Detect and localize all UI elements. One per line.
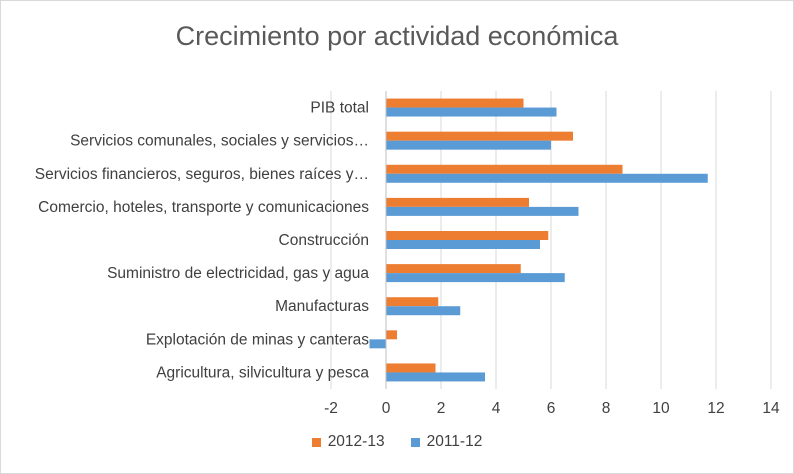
- bar-2011-12-3: [386, 206, 579, 216]
- x-tick-label: 10: [652, 400, 670, 417]
- x-tick-label: 8: [602, 400, 611, 417]
- bar-2012-13-5: [386, 264, 521, 274]
- category-label: Suministro de electricidad, gas y agua: [107, 265, 369, 282]
- bar-2012-13-7: [386, 330, 397, 340]
- x-tick-label: 2: [437, 400, 446, 417]
- bar-2012-13-6: [386, 297, 439, 307]
- category-label: Comercio, hoteles, transporte y comunica…: [38, 199, 369, 216]
- legend-label-2011-12: 2011-12: [426, 433, 483, 450]
- category-label: Agricultura, silvicultura y pesca: [156, 364, 369, 381]
- bar-2011-12-8: [386, 372, 485, 382]
- bar-2012-13-3: [386, 197, 529, 207]
- category-label: Servicios comunales, sociales y servicio…: [70, 133, 369, 150]
- x-tick-label: 4: [492, 400, 501, 417]
- x-tick-label: -2: [324, 400, 338, 417]
- bar-2011-12-7: [369, 339, 386, 349]
- bar-2012-13-8: [386, 363, 436, 373]
- x-tick-label: 12: [707, 400, 724, 417]
- chart-title: Crecimiento por actividad económica: [175, 21, 619, 51]
- x-tick-label: 6: [547, 400, 556, 417]
- x-tick-label: 0: [382, 400, 391, 417]
- category-label: Construcción: [279, 232, 369, 249]
- bar-2012-13-1: [386, 131, 573, 141]
- bar-2012-13-0: [386, 98, 524, 108]
- bar-2011-12-5: [386, 273, 565, 283]
- legend: 2012-13 2011-12: [1, 433, 793, 451]
- x-tick-label: 14: [762, 400, 780, 417]
- legend-item-2011-12: 2011-12: [410, 433, 483, 451]
- bar-2011-12-6: [386, 306, 461, 316]
- category-label: Servicios financieros, seguros, bienes r…: [35, 166, 369, 183]
- bar-2011-12-4: [386, 240, 540, 249]
- bar-2012-13-4: [386, 231, 549, 240]
- bar-2011-12-0: [386, 107, 557, 117]
- bar-2011-12-2: [386, 173, 708, 183]
- legend-swatch-2012-13: [311, 437, 321, 447]
- category-label: Manufacturas: [275, 298, 369, 315]
- legend-swatch-2011-12: [410, 437, 420, 447]
- bar-2012-13-2: [386, 164, 623, 174]
- legend-item-2012-13: 2012-13: [311, 433, 385, 451]
- legend-label-2012-13: 2012-13: [327, 433, 385, 450]
- category-label: PIB total: [310, 100, 369, 117]
- category-label: Explotación de minas y canteras: [146, 331, 369, 348]
- bar-2011-12-1: [386, 140, 551, 150]
